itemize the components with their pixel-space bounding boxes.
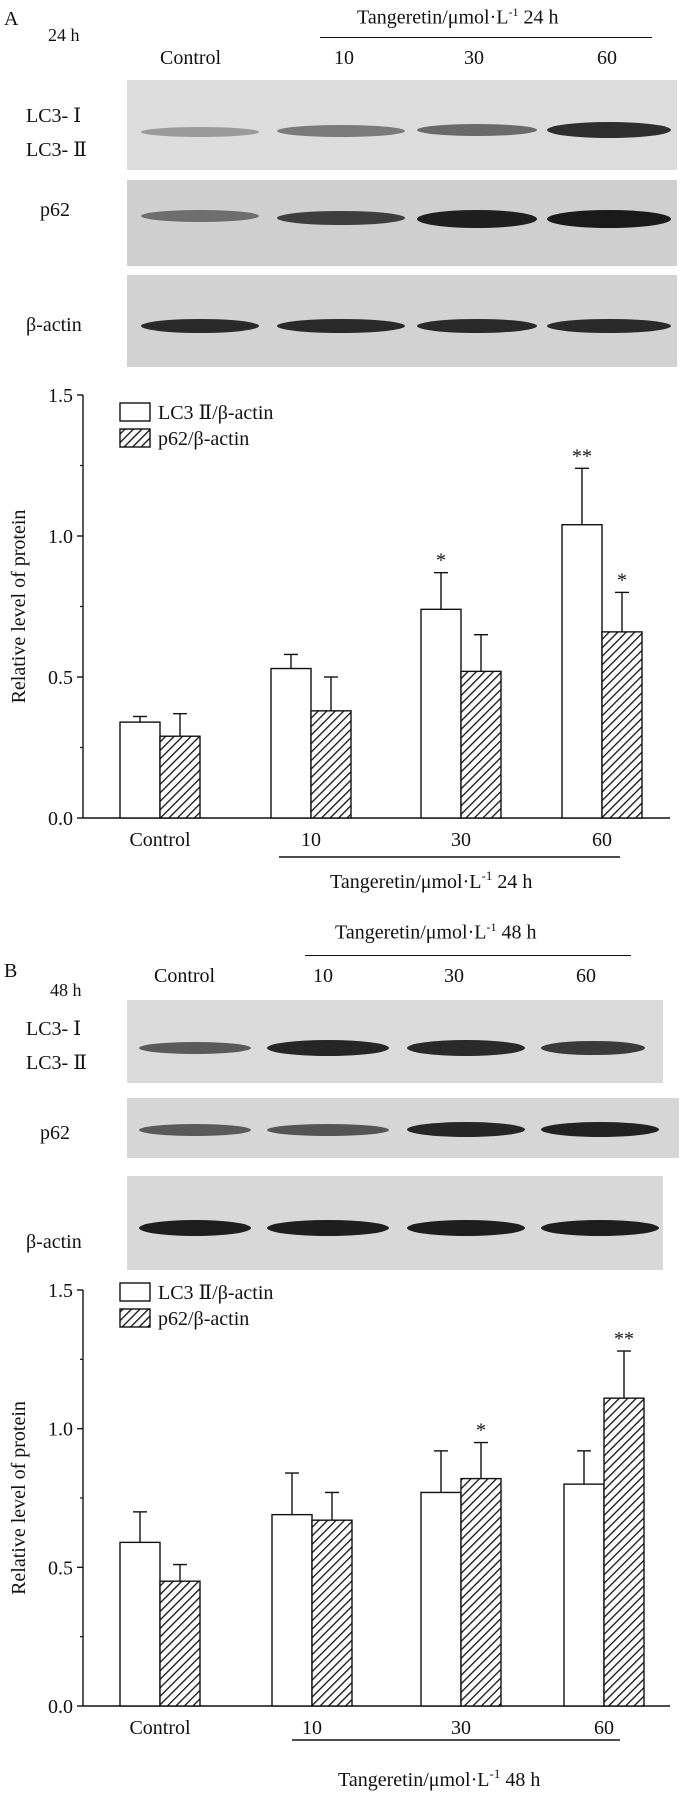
panel-b-control-label: Control xyxy=(154,965,216,987)
panel-a-actin-label: β-actin xyxy=(26,314,82,336)
panel-b-dose-60: 60 xyxy=(576,965,596,987)
y-tick-label: 1.0 xyxy=(48,526,73,548)
bar-p62 xyxy=(159,735,201,819)
panel-b-treatment-title: Tangeretin/μmol·L-1 48 h xyxy=(335,920,537,944)
y-tick-label: 1.5 xyxy=(48,1280,73,1302)
bar-p62 xyxy=(460,1477,502,1707)
bar-p62 xyxy=(460,670,502,819)
significance-mark: ** xyxy=(614,1328,634,1350)
significance-mark: ** xyxy=(572,445,592,467)
panel-a-treatment-title: Tangeretin/μmol·L-1 24 h xyxy=(357,5,559,29)
panel-a-letter: A xyxy=(4,8,19,30)
x-tick-label: 60 xyxy=(594,1717,614,1739)
panel-a-lc3-ii-label: LC3- Ⅱ xyxy=(26,139,87,161)
x-tick-label: Control xyxy=(129,829,191,851)
panel-b-lc3-blot xyxy=(127,1000,663,1083)
bar-lc3 xyxy=(119,1541,161,1707)
bar-p62 xyxy=(311,1519,353,1707)
panel-a-actin-blot xyxy=(127,275,677,367)
panel-b-actin-blot xyxy=(127,1176,663,1270)
panel-a-lc3-blot xyxy=(127,80,677,170)
x-tick-label: 30 xyxy=(451,1717,471,1739)
panel-a-top-bracket xyxy=(320,37,652,38)
legend-label: p62/β-actin xyxy=(158,428,249,450)
panel-a-lc3-i-label: LC3- Ⅰ xyxy=(26,105,82,127)
legend-label: LC3 Ⅱ/β-actin xyxy=(158,402,273,424)
bar-lc3 xyxy=(420,1491,462,1707)
panel-b-lc3-i-label: LC3- Ⅰ xyxy=(26,1018,82,1040)
x-tick-label: 10 xyxy=(301,829,321,851)
legend-swatch-p62 xyxy=(119,1308,151,1328)
panel-b-lc3-ii-label: LC3- Ⅱ xyxy=(26,1052,87,1074)
significance-mark: * xyxy=(476,1420,486,1442)
panel-a-p62-blot xyxy=(127,180,677,266)
x-tick-label: 10 xyxy=(302,1717,322,1739)
x-tick-label: 30 xyxy=(451,829,471,851)
panel-b-actin-label: β-actin xyxy=(26,1231,82,1253)
panel-a-time: 24 h xyxy=(48,25,80,45)
bar-lc3 xyxy=(563,1483,605,1707)
legend-label: p62/β-actin xyxy=(158,1308,249,1330)
panel-b-letter: B xyxy=(4,960,18,982)
panel-b-dose-30: 30 xyxy=(444,965,464,987)
bar-lc3 xyxy=(270,667,312,819)
legend-swatch-lc3 xyxy=(119,1282,151,1302)
bar-p62 xyxy=(601,631,643,819)
bar-lc3 xyxy=(119,721,161,819)
panel-b-top-bracket xyxy=(305,955,631,956)
panel-b-time: 48 h xyxy=(50,980,82,1000)
panel-a-control-label: Control xyxy=(160,47,222,69)
y-tick-label: 0.5 xyxy=(48,1557,73,1579)
bar-lc3 xyxy=(561,524,603,819)
x-axis-label: Tangeretin/μmol·L-1 24 h xyxy=(330,868,532,893)
panel-b-dose-10: 10 xyxy=(313,965,333,987)
y-axis-label: Relative level of protein xyxy=(8,1401,30,1595)
legend-label: LC3 Ⅱ/β-actin xyxy=(158,1282,273,1304)
y-tick-label: 1.5 xyxy=(48,385,73,407)
legend-swatch-lc3 xyxy=(119,402,151,422)
legend-swatch-p62 xyxy=(119,428,151,448)
y-tick-label: 0.0 xyxy=(48,1696,73,1718)
y-axis-label: Relative level of protein xyxy=(8,510,30,704)
bar-lc3 xyxy=(420,608,462,819)
bar-p62 xyxy=(310,710,352,819)
bar-p62 xyxy=(159,1580,201,1707)
panel-b-p62-blot xyxy=(127,1098,679,1158)
y-tick-label: 1.0 xyxy=(48,1419,73,1441)
panel-a-p62-label: p62 xyxy=(40,199,70,221)
panel-a-dose-60: 60 xyxy=(597,47,617,69)
panel-a-dose-30: 30 xyxy=(464,47,484,69)
x-tick-label: 60 xyxy=(592,829,612,851)
y-tick-label: 0.5 xyxy=(48,667,73,689)
panel-b-bar-chart: 0.0 0.5 1.0 1.5 Relative level of protein Con… xyxy=(8,1280,670,1791)
significance-mark: * xyxy=(436,550,446,572)
panel-a-dose-10: 10 xyxy=(334,47,354,69)
panel-a-bar-chart: 0.0 0.5 1.0 1.5 Relative level of protein Con… xyxy=(8,385,670,893)
panel-b-p62-label: p62 xyxy=(40,1122,70,1144)
y-tick-label: 0.0 xyxy=(48,808,73,830)
bar-lc3 xyxy=(271,1513,313,1707)
x-axis-label: Tangeretin/μmol·L-1 48 h xyxy=(338,1766,540,1791)
bar-p62 xyxy=(603,1397,645,1707)
x-tick-label: Control xyxy=(129,1717,191,1739)
significance-mark: * xyxy=(617,569,627,591)
